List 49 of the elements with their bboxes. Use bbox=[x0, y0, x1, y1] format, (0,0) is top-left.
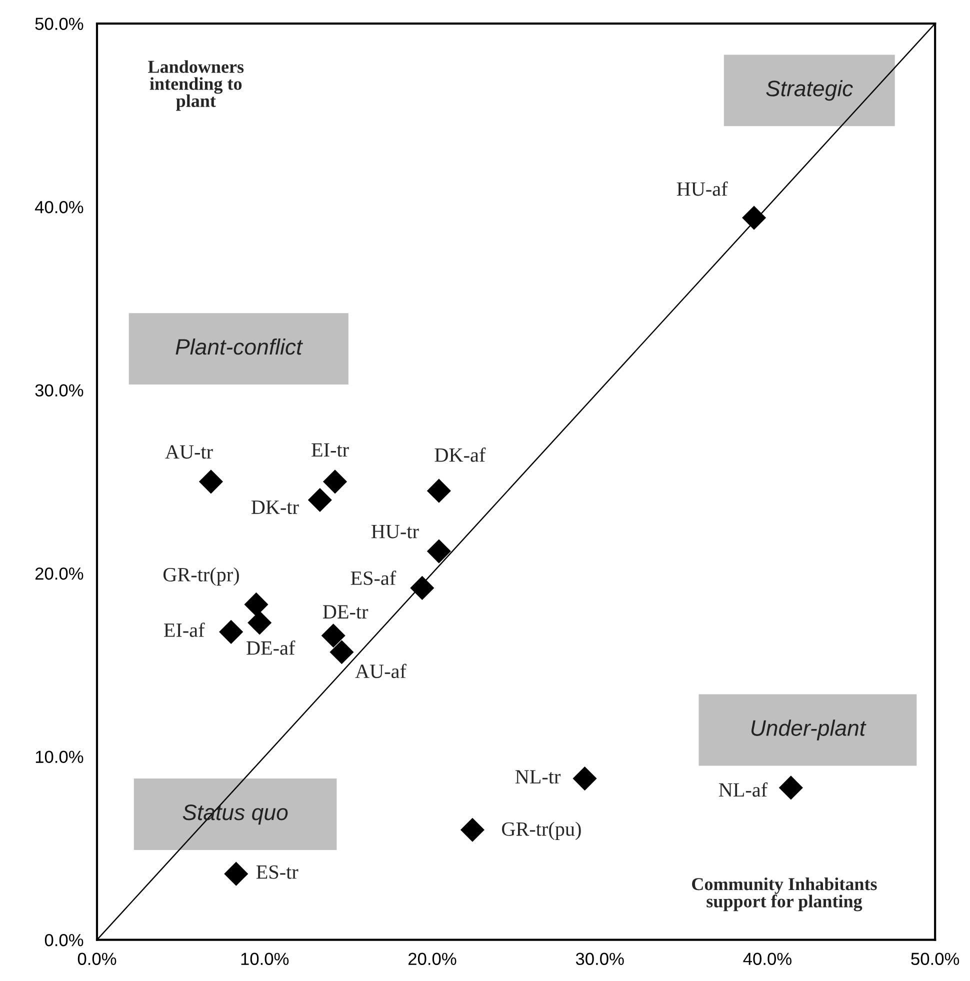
point bbox=[778, 776, 803, 800]
point bbox=[426, 478, 451, 503]
annotation: Strategic bbox=[766, 80, 853, 101]
annotation: AU-tr bbox=[165, 445, 213, 459]
point bbox=[410, 576, 434, 600]
x-axis-title: Community Inhabitants support for planting bbox=[692, 877, 877, 912]
annotation: NL-af bbox=[718, 782, 768, 797]
y-tick-label: 20.0% bbox=[35, 567, 84, 580]
annotation: ES-af bbox=[350, 570, 396, 585]
annotation: DE-tr bbox=[322, 605, 368, 619]
point bbox=[322, 470, 348, 494]
annotation: Plant-conflict bbox=[176, 338, 304, 355]
point bbox=[460, 818, 484, 842]
point bbox=[198, 470, 224, 494]
x-tick-label: 40.0% bbox=[743, 952, 792, 966]
point bbox=[572, 766, 597, 791]
point bbox=[426, 539, 451, 564]
y-tick-label: 0.0% bbox=[44, 934, 84, 946]
point bbox=[224, 862, 248, 886]
annotation: EI-af bbox=[164, 622, 205, 637]
annotation: EI-tr bbox=[312, 443, 349, 457]
x-tick-label: 0.0% bbox=[78, 952, 116, 966]
annotation: Under-plant bbox=[751, 720, 866, 740]
x-tick-label: 10.0% bbox=[241, 952, 289, 966]
point bbox=[308, 488, 332, 512]
y-tick-label: 50.0% bbox=[35, 18, 84, 30]
annotation: DK-af bbox=[434, 447, 486, 462]
y-axis-title: Landowners intending to plant bbox=[148, 60, 244, 111]
point bbox=[742, 206, 766, 230]
annotation: DE-af bbox=[246, 640, 296, 655]
x-tick-label: 50.0% bbox=[911, 952, 960, 966]
point bbox=[248, 610, 272, 635]
point bbox=[330, 640, 354, 664]
annotation: GR-tr(pu) bbox=[502, 822, 581, 840]
point bbox=[219, 620, 244, 644]
x-tick-label: 20.0% bbox=[408, 952, 456, 966]
x-tick-label: 30.0% bbox=[576, 952, 624, 966]
annotation: GR-tr(pr) bbox=[163, 567, 239, 586]
y-tick-label: 10.0% bbox=[36, 750, 84, 764]
point bbox=[244, 592, 268, 616]
annotation: ES-tr bbox=[256, 865, 298, 879]
y-tick-label: 40.0% bbox=[34, 200, 84, 214]
annotation: HU-af bbox=[676, 181, 728, 196]
annotation: AU-af bbox=[355, 664, 406, 678]
annotation: HU-tr bbox=[371, 524, 419, 538]
y-tick-label: 30.0% bbox=[35, 384, 84, 397]
annotation: DK-tr bbox=[251, 500, 299, 514]
point bbox=[321, 624, 346, 648]
annotation: NL-tr bbox=[515, 770, 561, 784]
